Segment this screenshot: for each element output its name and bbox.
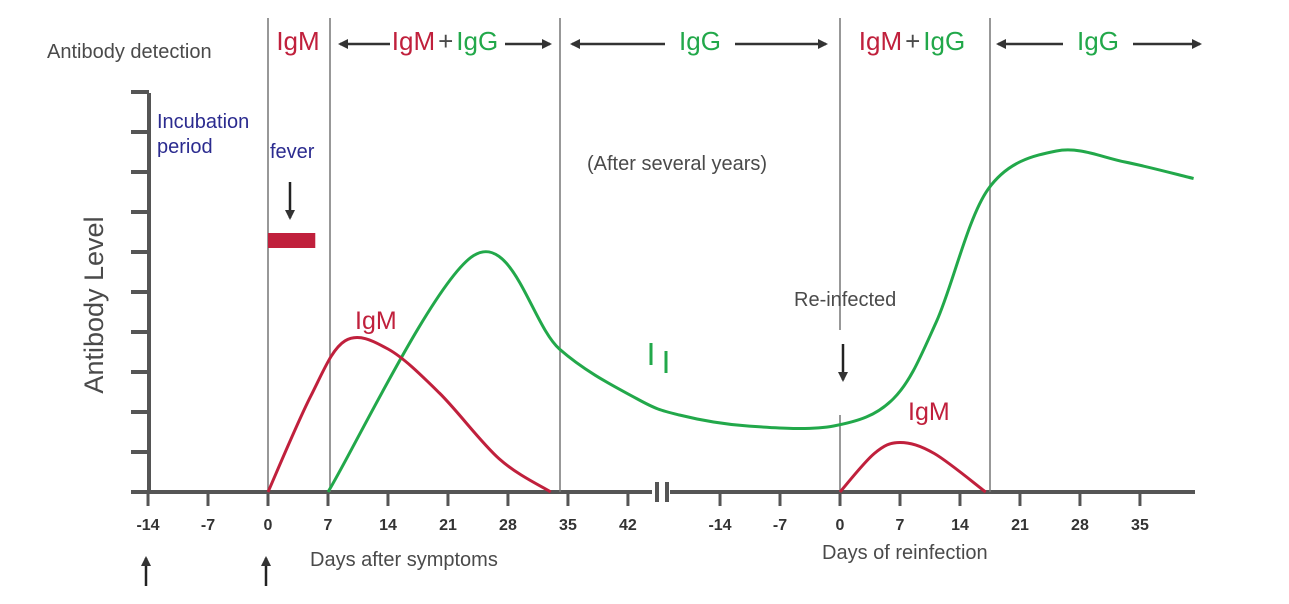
phase-5-header: IgG	[996, 26, 1202, 56]
svg-text:IgM+IgG: IgM + IgG	[859, 26, 965, 56]
x-tick-label-primary-7: 35	[559, 517, 577, 534]
x-axis-label-reinfection: Days of reinfection	[822, 542, 988, 564]
x-tick-label-primary-3: 7	[324, 517, 333, 534]
x-tick-label-primary-4: 14	[379, 517, 397, 534]
x-tick-label-reinfection-5: 21	[1011, 517, 1029, 534]
x-tick-label-reinfection-2: 0	[836, 517, 845, 534]
y-axis-ticks	[131, 90, 149, 454]
svg-text:IgM: IgM	[276, 26, 319, 56]
phase-2-header: IgM + IgG	[338, 26, 552, 56]
phase-3-header: IgG	[570, 26, 828, 56]
x-tick-label-primary-0: -14	[136, 517, 159, 534]
svg-text:IgG: IgG	[1077, 26, 1119, 56]
phase-separators	[267, 18, 991, 492]
after-several-years-label: (After several years)	[587, 153, 767, 175]
igg-curve-break-mark	[649, 343, 668, 373]
x-axis-break-mark	[652, 482, 670, 502]
x-tick-label-reinfection-1: -7	[773, 517, 787, 534]
reinfected-label: Re-infected	[794, 289, 896, 311]
x-tick-label-primary-6: 28	[499, 517, 517, 534]
x-tick-label-reinfection-6: 28	[1071, 517, 1089, 534]
x-tick-label-reinfection-4: 14	[951, 517, 969, 534]
incubation-label-line1: Incubation	[157, 111, 249, 133]
x-tick-label-reinfection-0: -14	[708, 517, 731, 534]
svg-text:IgG: IgG	[679, 26, 721, 56]
x-axis-ticks: -14 -7 0 7 14 21 28 35 42 -14 -7 0 7 14 21 28 35	[136, 492, 1149, 534]
incubation-label-line2: period	[157, 136, 213, 158]
y-axis-label: Antibody Level	[79, 216, 109, 393]
x-tick-label-primary-1: -7	[201, 517, 215, 534]
igm-primary-curve-label: IgM	[355, 307, 397, 335]
igm-primary-curve	[266, 336, 552, 494]
igm-reinfection-curve	[838, 440, 987, 494]
x-tick-label-reinfection-3: 7	[896, 517, 905, 534]
fever-bar	[268, 233, 316, 248]
svg-text:IgM+IgG: IgM + IgG	[392, 26, 498, 56]
fever-label: fever	[270, 141, 315, 163]
igm-reinfection-curve-label: IgM	[908, 398, 950, 426]
x-tick-label-reinfection-7: 35	[1131, 517, 1149, 534]
x-tick-label-primary-5: 21	[439, 517, 457, 534]
x-axis-label-primary: Days after symptoms	[310, 549, 498, 571]
x-tick-label-primary-2: 0	[264, 517, 273, 534]
antibody-detection-label: Antibody detection	[47, 41, 212, 63]
x-tick-label-primary-8: 42	[619, 517, 637, 534]
igg-curve	[326, 148, 1194, 493]
phase-1-header: IgM	[276, 26, 319, 56]
phase-4-header: IgM + IgG	[859, 26, 965, 56]
